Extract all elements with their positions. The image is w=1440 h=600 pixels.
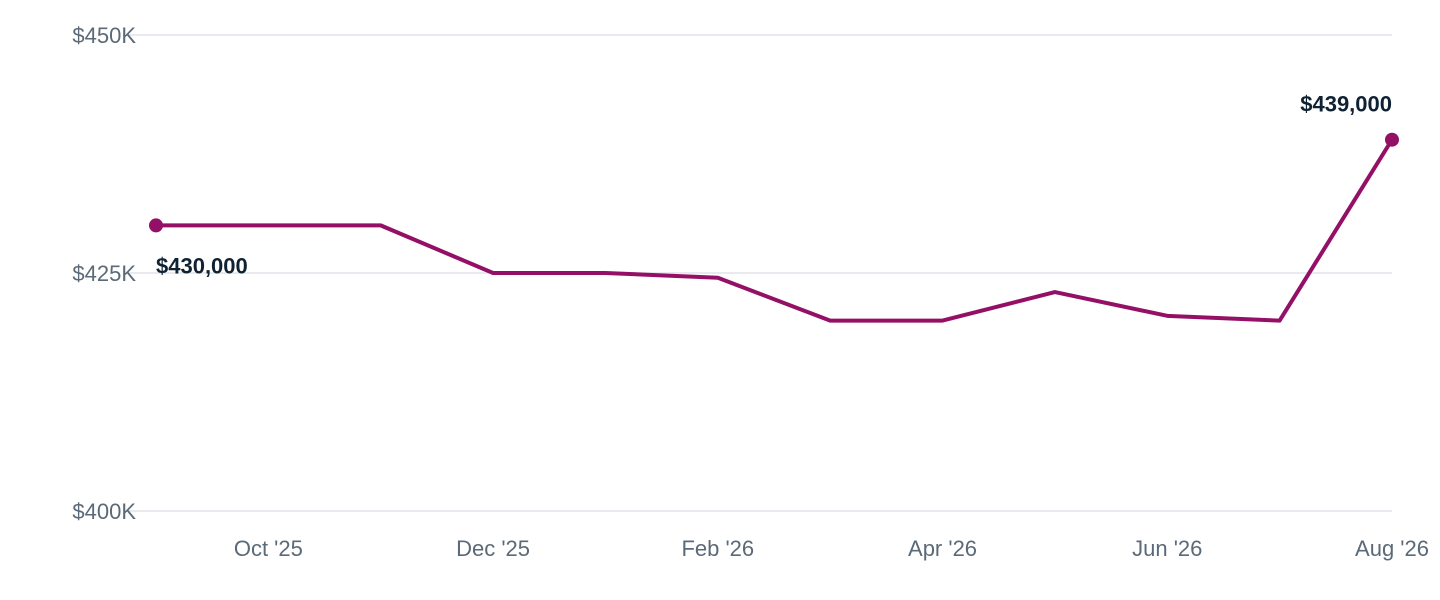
x-tick-label: Aug '26: [1355, 536, 1429, 561]
data-point-marker: [1385, 132, 1399, 147]
grid: [126, 34, 1392, 512]
x-tick-label: Jun '26: [1132, 536, 1202, 561]
y-tick-label: $400K: [72, 499, 136, 524]
data-labels: $430,000 $439,000: [156, 92, 1392, 279]
x-tick-label: Apr '26: [908, 536, 977, 561]
data-point-marker: [149, 218, 163, 233]
data-label: $430,000: [156, 253, 248, 278]
x-tick-label: Dec '25: [456, 536, 530, 561]
x-tick-label: Feb '26: [681, 536, 754, 561]
x-axis: Oct '25 Dec '25 Feb '26 Apr '26 Jun '26 Aug '…: [234, 536, 1429, 561]
x-tick-label: Oct '25: [234, 536, 303, 561]
y-axis: $400K $425K $450K: [72, 23, 136, 524]
series-layer: [154, 137, 1394, 323]
series-line: [154, 137, 1394, 323]
markers: [149, 132, 1399, 233]
y-tick-label: $450K: [72, 23, 136, 48]
data-label: $439,000: [1300, 92, 1392, 117]
y-tick-label: $425K: [72, 261, 136, 286]
